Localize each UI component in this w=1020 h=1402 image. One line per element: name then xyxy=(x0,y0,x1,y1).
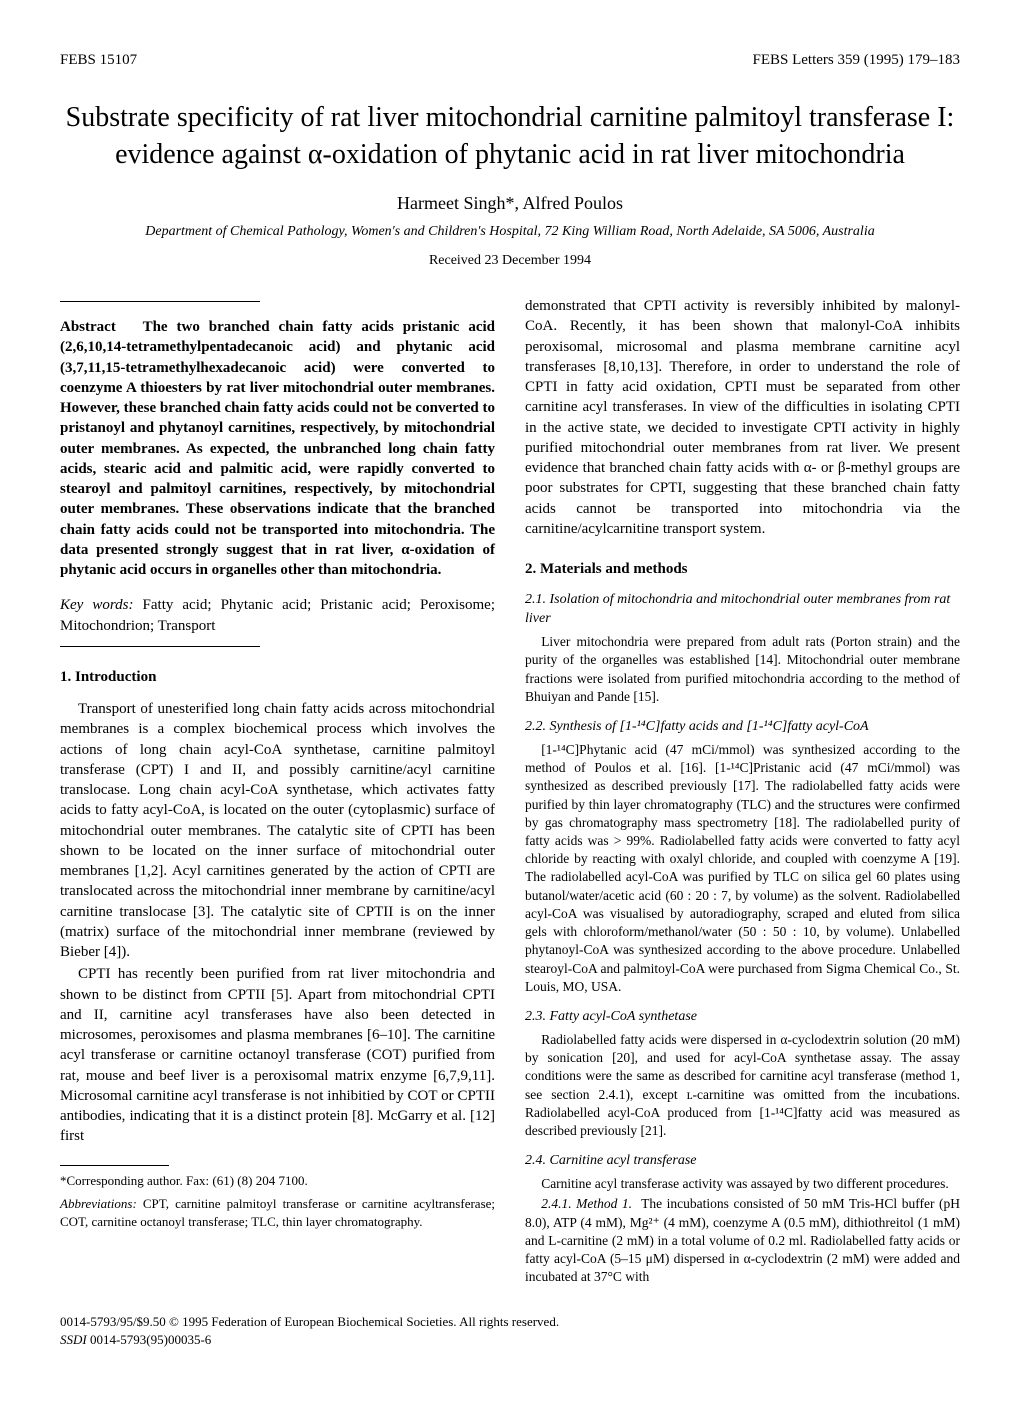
article-title: Substrate specificity of rat liver mitoc… xyxy=(60,100,960,173)
section-2-4-1: 2.4.1. Method 1. The incubations consist… xyxy=(525,1195,960,1286)
ssdi-line: SSDI 0014-5793(95)00035-6 xyxy=(60,1331,960,1349)
section-2-2-text: [1-¹⁴C]Phytanic acid (47 mCi/mmol) was s… xyxy=(525,741,960,996)
method-1-label: 2.4.1. Method 1. xyxy=(541,1196,632,1211)
section-2-1-text: Liver mitochondria were prepared from ad… xyxy=(525,633,960,706)
col2-p1: demonstrated that CPTI activity is rever… xyxy=(525,296,960,539)
rule xyxy=(60,646,260,647)
keywords-label: Key words: xyxy=(60,597,133,613)
rule xyxy=(60,301,260,302)
section-2-4-intro: Carnitine acyl transferase activity was … xyxy=(525,1175,960,1193)
abbrev-label: Abbreviations: xyxy=(60,1196,137,1211)
abstract-label: Abstract xyxy=(60,319,116,335)
abstract: Abstract The two branched chain fatty ac… xyxy=(60,317,495,580)
section-2-3-text: Radiolabelled fatty acids were dispersed… xyxy=(525,1031,960,1140)
abstract-text: The two branched chain fatty acids prist… xyxy=(60,319,495,578)
section-2-1-heading: 2.1. Isolation of mitochondria and mitoc… xyxy=(525,591,960,629)
running-header: FEBS 15107 FEBS Letters 359 (1995) 179–1… xyxy=(60,50,960,70)
footnote-rule xyxy=(60,1165,169,1166)
affiliation: Department of Chemical Pathology, Women'… xyxy=(60,223,960,242)
section-1-heading: 1. Introduction xyxy=(60,667,495,687)
two-column-layout: Abstract The two branched chain fatty ac… xyxy=(60,296,960,1288)
header-right: FEBS Letters 359 (1995) 179–183 xyxy=(753,50,961,70)
copyright-footer: 0014-5793/95/$9.50 © 1995 Federation of … xyxy=(60,1313,960,1348)
intro-p1: Transport of unesterified long chain fat… xyxy=(60,699,495,962)
header-left: FEBS 15107 xyxy=(60,50,137,70)
intro-p2: CPTI has recently been purified from rat… xyxy=(60,964,495,1146)
left-column: Abstract The two branched chain fatty ac… xyxy=(60,296,495,1288)
section-2-heading: 2. Materials and methods xyxy=(525,559,960,579)
section-2-3-heading: 2.3. Fatty acyl-CoA synthetase xyxy=(525,1008,960,1027)
received-date: Received 23 December 1994 xyxy=(60,252,960,271)
abbreviations: Abbreviations: CPT, carnitine palmitoyl … xyxy=(60,1195,495,1230)
copyright-line: 0014-5793/95/$9.50 © 1995 Federation of … xyxy=(60,1313,960,1331)
right-column: demonstrated that CPTI activity is rever… xyxy=(525,296,960,1288)
keywords: Key words: Fatty acid; Phytanic acid; Pr… xyxy=(60,595,495,636)
section-2-2-heading: 2.2. Synthesis of [1-¹⁴C]fatty acids and… xyxy=(525,718,960,737)
corresponding-author: *Corresponding author. Fax: (61) (8) 204… xyxy=(60,1172,495,1190)
authors: Harmeet Singh*, Alfred Poulos xyxy=(60,191,960,215)
section-2-4-heading: 2.4. Carnitine acyl transferase xyxy=(525,1152,960,1171)
